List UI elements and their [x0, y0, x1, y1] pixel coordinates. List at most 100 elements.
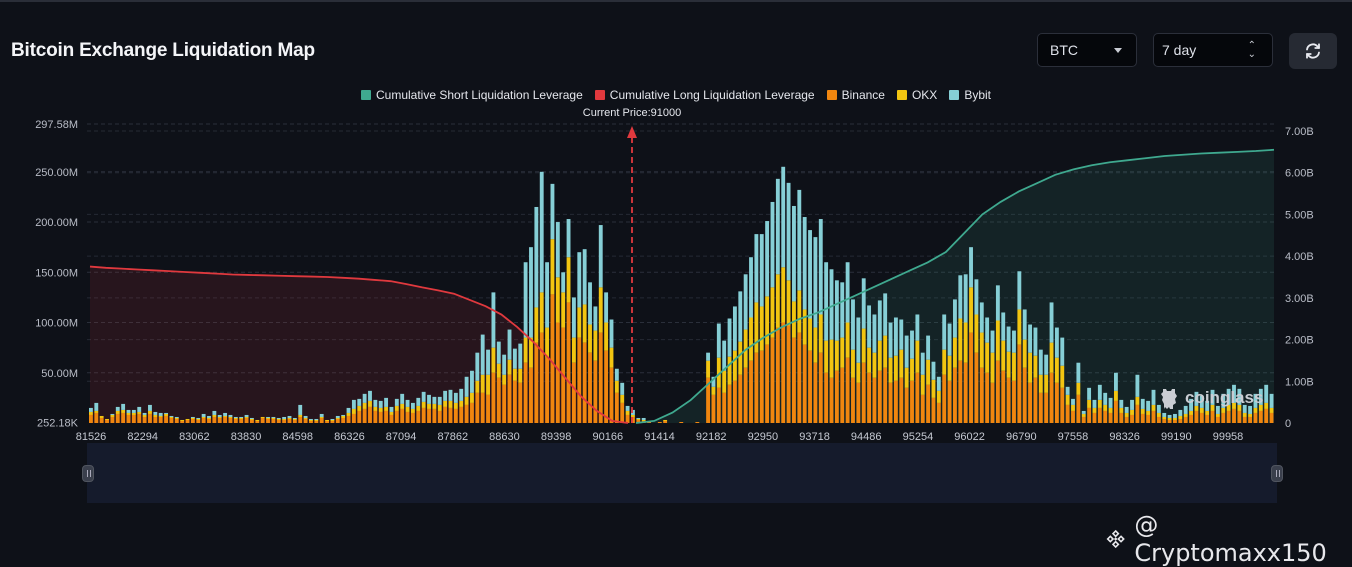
y-left-tick-label: 250.00M — [35, 167, 78, 179]
bar-okx — [1189, 410, 1193, 415]
bar-bybit — [797, 189, 802, 291]
bar-okx — [271, 417, 276, 419]
bar-binance — [775, 327, 780, 423]
bar-bybit — [824, 262, 829, 341]
bar-bybit — [190, 416, 195, 418]
bar-bybit — [1076, 362, 1081, 383]
bar-bybit — [1103, 392, 1108, 405]
bar-bybit — [158, 412, 163, 416]
zoom-handle-right[interactable] — [1271, 465, 1283, 482]
legend-item-long[interactable]: Cumulative Long Liquidation Leverage — [594, 88, 815, 102]
bar-bybit — [566, 219, 571, 258]
legend-item-bybit[interactable]: Bybit — [949, 88, 991, 102]
bar-okx — [936, 390, 941, 403]
bar-binance — [974, 352, 979, 423]
bar-okx — [196, 418, 201, 420]
bar-okx — [89, 411, 93, 415]
bar-bybit — [904, 335, 909, 368]
range-select[interactable]: 7 day ⌃ ⌄ — [1153, 33, 1273, 67]
bar-bybit — [808, 230, 812, 319]
bar-okx — [765, 296, 770, 345]
bar-binance — [958, 360, 963, 423]
bar-binance — [877, 370, 882, 423]
bar-bybit — [990, 330, 995, 353]
coin-select[interactable]: BTC — [1037, 33, 1137, 67]
legend-swatch — [896, 90, 907, 100]
bar-bybit — [899, 319, 904, 350]
bar-okx — [1049, 342, 1054, 373]
bar-binance — [303, 418, 308, 423]
bar-binance — [947, 380, 952, 423]
bar-binance — [448, 407, 453, 423]
bar-binance — [990, 382, 995, 423]
legend-item-binance[interactable]: Binance — [826, 88, 885, 102]
bar-bybit — [223, 412, 228, 416]
bar-okx — [985, 342, 990, 373]
x-tick-label: 98326 — [1109, 431, 1140, 443]
bar-okx — [877, 340, 882, 371]
bar-bybit — [335, 415, 340, 418]
bar-binance — [539, 332, 544, 423]
bar-bybit — [432, 396, 437, 404]
bar-bybit — [631, 409, 635, 415]
bar-bybit — [920, 352, 925, 375]
bar-binance — [346, 415, 351, 423]
bar-binance — [808, 350, 812, 423]
bar-bybit — [1038, 349, 1043, 375]
bar-bybit — [153, 411, 158, 415]
page-title: Bitcoin Exchange Liquidation Map — [11, 40, 315, 61]
bar-bybit — [727, 318, 732, 357]
bar-binance — [126, 414, 131, 423]
bar-binance — [1060, 387, 1065, 423]
bar-okx — [351, 408, 356, 414]
bar-binance — [94, 412, 99, 423]
bar-binance — [502, 384, 507, 423]
bar-bybit — [534, 206, 539, 308]
bar-okx — [330, 419, 335, 421]
bar-bybit — [201, 413, 206, 417]
bar-okx — [974, 314, 979, 353]
bar-okx — [867, 347, 872, 373]
bar-bybit — [1199, 395, 1204, 408]
refresh-button[interactable] — [1289, 33, 1337, 69]
bar-binance — [115, 413, 120, 423]
legend-item-okx[interactable]: OKX — [896, 88, 937, 102]
legend-swatch — [360, 90, 371, 100]
y-left-tick-label: 252.18K — [37, 418, 79, 430]
bar-bybit — [443, 390, 448, 401]
bar-bybit — [840, 282, 845, 338]
bar-bybit — [341, 414, 346, 416]
bar-binance — [770, 337, 775, 423]
bar-binance — [196, 419, 201, 423]
bar-okx — [995, 320, 1000, 361]
bar-binance — [142, 416, 147, 423]
bar-bybit — [1022, 309, 1027, 340]
x-tick-label: 92182 — [696, 431, 727, 443]
bar-binance — [437, 410, 442, 423]
bar-bybit — [792, 205, 796, 302]
bar-okx — [1081, 413, 1086, 417]
bar-bybit — [1092, 399, 1097, 408]
bar-binance — [732, 380, 737, 423]
bar-binance — [1049, 372, 1054, 423]
bar-bybit — [346, 407, 351, 413]
bar-okx — [185, 418, 190, 420]
bar-bybit — [963, 274, 968, 323]
bar-bybit — [1108, 397, 1113, 408]
bar-bybit — [738, 291, 743, 342]
bar-binance — [754, 352, 759, 423]
legend-item-short[interactable]: Cumulative Short Liquidation Leverage — [360, 88, 583, 102]
bar-binance — [1044, 392, 1049, 423]
bar-bybit — [985, 317, 990, 343]
zoom-handle-left[interactable] — [82, 465, 94, 482]
bar-okx — [1173, 417, 1177, 420]
bar-bybit — [110, 413, 115, 415]
bar-binance — [963, 362, 968, 423]
bar-okx — [1060, 365, 1065, 388]
x-tick-label: 99958 — [1213, 431, 1244, 443]
bar-okx — [475, 380, 480, 393]
legend-swatch — [594, 90, 605, 100]
data-zoom-slider[interactable] — [87, 443, 1277, 503]
bar-okx — [1001, 340, 1006, 371]
bar-okx — [502, 374, 507, 385]
